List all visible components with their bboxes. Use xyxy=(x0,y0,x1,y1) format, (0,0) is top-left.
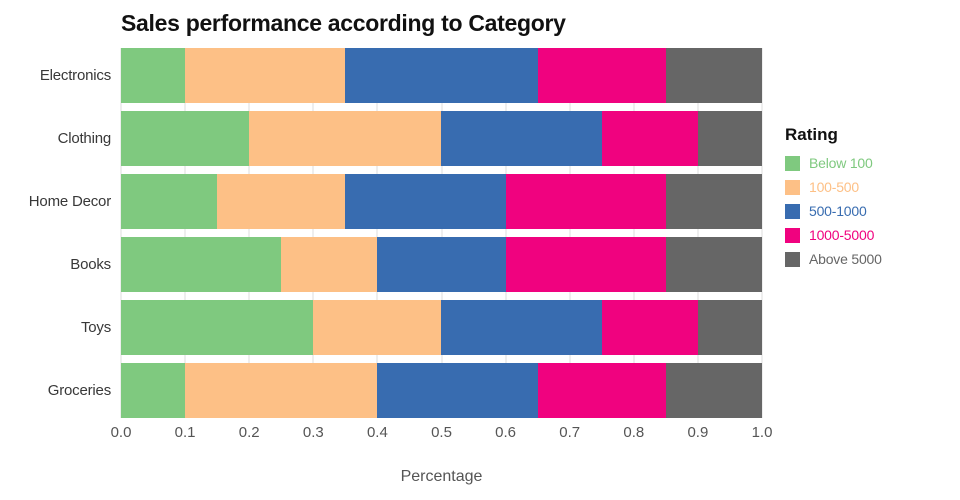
legend-swatch xyxy=(785,203,800,219)
gridline xyxy=(633,48,635,418)
bar-segment xyxy=(665,48,762,103)
bar-segment xyxy=(601,300,698,355)
bars-area xyxy=(121,48,762,418)
bar-row xyxy=(121,111,762,166)
category-label: Home Decor xyxy=(28,193,111,210)
bar-segment xyxy=(505,237,666,292)
category-label: Toys xyxy=(80,319,111,336)
category-label: Electronics xyxy=(39,67,111,84)
legend-label: 500-1000 xyxy=(809,203,867,219)
bar-segment xyxy=(121,174,218,229)
bar-segment xyxy=(345,174,506,229)
legend-swatch xyxy=(785,227,800,243)
bar-segment xyxy=(537,363,666,418)
x-tick-label: 0.4 xyxy=(366,424,388,441)
legend-swatch xyxy=(785,251,800,267)
bar-segment xyxy=(377,363,538,418)
bar-segment xyxy=(537,48,666,103)
gridline xyxy=(505,48,507,418)
legend-label: 1000-5000 xyxy=(809,227,875,243)
gridline xyxy=(376,48,378,418)
bar-segment xyxy=(505,174,666,229)
bar-segment xyxy=(441,300,602,355)
gridline xyxy=(312,48,314,418)
category-label: Groceries xyxy=(47,382,111,399)
bar-segment xyxy=(441,111,602,166)
bar-segment xyxy=(697,111,762,166)
legend-item: 1000-5000 xyxy=(785,227,955,243)
bar-segment xyxy=(121,300,314,355)
legend-swatch xyxy=(785,155,800,171)
x-tick-label: 1.0 xyxy=(751,424,773,441)
chart-title: Sales performance according to Category xyxy=(121,10,566,36)
x-tick-label: 0.6 xyxy=(495,424,517,441)
legend-label: 100-500 xyxy=(809,179,859,195)
bar-row xyxy=(121,300,762,355)
legend-item: Above 5000 xyxy=(785,251,955,267)
bar-segment xyxy=(121,111,250,166)
x-axis-label: Percentage xyxy=(400,468,483,485)
x-axis-ticks: 0.0 0.1 0.2 0.3 0.4 0.5 0.6 0.7 0.8 0.9 1.0 xyxy=(111,424,773,444)
bar-row xyxy=(121,363,762,418)
bar-row xyxy=(121,48,762,103)
legend-item: 500-1000 xyxy=(785,203,955,219)
legend: Rating Below 100 100-500 500-1000 1000-5000… xyxy=(785,125,955,275)
bar-segment xyxy=(121,48,186,103)
gridline xyxy=(569,48,571,418)
bar-segment xyxy=(121,237,282,292)
x-tick-label: 0.8 xyxy=(623,424,645,441)
bar-segment xyxy=(697,300,762,355)
x-tick-label: 0.0 xyxy=(110,424,132,441)
bar-segment xyxy=(665,174,762,229)
legend-label: Below 100 xyxy=(809,155,873,171)
bar-segment xyxy=(313,300,442,355)
x-tick-label: 0.2 xyxy=(238,424,260,441)
bar-row xyxy=(121,174,762,229)
bar-segment xyxy=(281,237,378,292)
bar-segment xyxy=(665,237,762,292)
gridline xyxy=(761,48,763,418)
legend-items: Below 100 100-500 500-1000 1000-5000 Above 5… xyxy=(785,155,955,267)
legend-item: 100-500 xyxy=(785,179,955,195)
gridline xyxy=(441,48,442,418)
x-tick-label: 0.5 xyxy=(431,424,452,441)
gridline xyxy=(697,48,699,418)
x-tick-label: 0.3 xyxy=(302,424,324,441)
plot-area xyxy=(120,48,763,418)
bar-segment xyxy=(185,363,378,418)
gridline xyxy=(120,48,122,418)
legend-item: Below 100 xyxy=(785,155,955,171)
gridline xyxy=(248,48,250,418)
x-tick-label: 0.1 xyxy=(174,424,196,441)
legend-swatch xyxy=(785,179,800,195)
category-label: Clothing xyxy=(57,130,112,147)
category-label: Books xyxy=(70,256,111,273)
bar-row xyxy=(121,237,762,292)
bar-segment xyxy=(249,111,442,166)
y-axis-category-labels: Electronics Clothing Home Decor Books Toys Gr… xyxy=(0,48,111,418)
bar-segment xyxy=(377,237,506,292)
legend-title: Rating xyxy=(785,125,838,144)
gridline xyxy=(184,48,186,418)
bar-segment xyxy=(217,174,346,229)
bar-segment xyxy=(345,48,538,103)
bar-segment xyxy=(601,111,698,166)
legend-label: Above 5000 xyxy=(809,251,882,267)
x-tick-label: 0.9 xyxy=(687,424,709,441)
bar-segment xyxy=(185,48,346,103)
bar-segment xyxy=(665,363,762,418)
gridlines xyxy=(120,48,763,418)
bar-segment xyxy=(121,363,186,418)
x-tick-label: 0.7 xyxy=(559,424,581,441)
